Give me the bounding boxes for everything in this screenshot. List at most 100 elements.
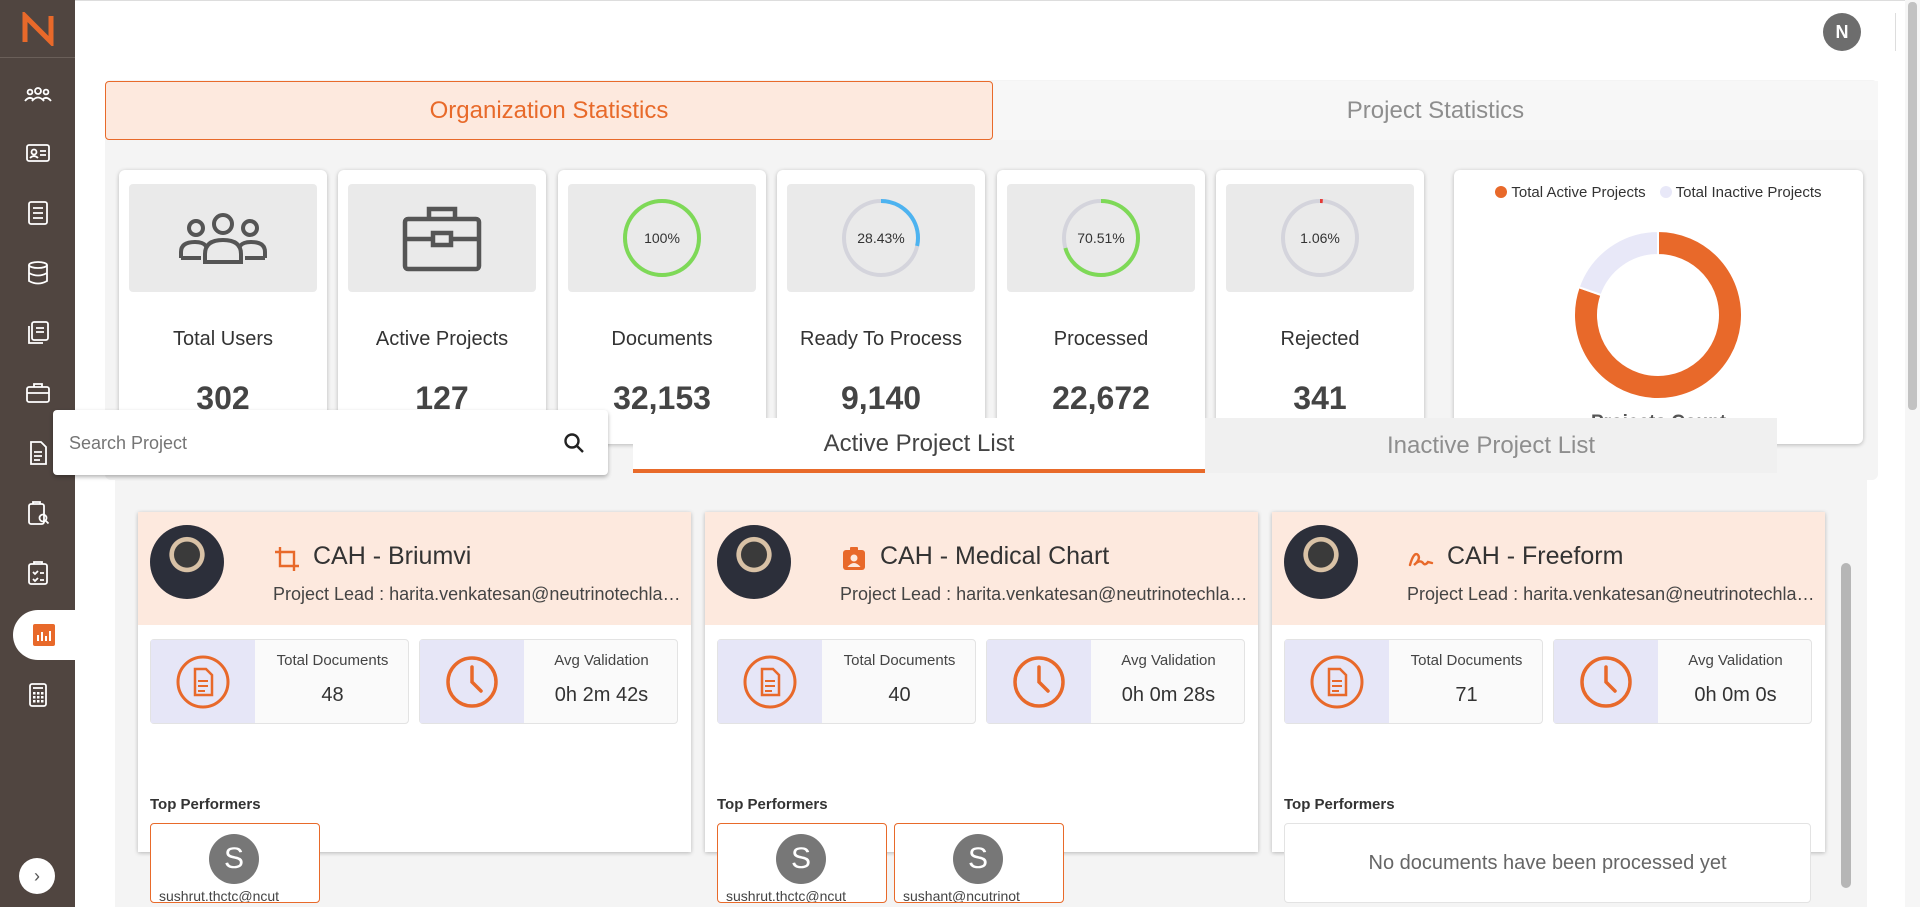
tile-icon-box xyxy=(1554,640,1658,723)
project-card[interactable]: CAH - Freeform Project Lead : harita.ven… xyxy=(1272,512,1825,903)
briefcase-icon xyxy=(25,383,50,403)
tile-value: 0h 2m 42s xyxy=(554,684,649,706)
performer-avatar: S xyxy=(209,834,259,884)
stat-card-active-projects: Active Projects 127 xyxy=(338,170,546,444)
legend-dot xyxy=(1495,186,1508,198)
clipboard-search-icon xyxy=(27,501,49,525)
tile-icon-box xyxy=(718,640,822,723)
clock-icon xyxy=(446,655,498,708)
ring-progress xyxy=(1062,199,1140,277)
performer-card[interactable]: S sushrut.thctc@ncut xyxy=(150,823,320,903)
clock-icon xyxy=(1013,655,1065,708)
project-card[interactable]: CAH - Medical Chart Project Lead : harit… xyxy=(705,512,1258,903)
tile-value: 40 xyxy=(888,684,911,706)
users-icon xyxy=(179,213,267,264)
rejected-ring-gauge: 1.06% xyxy=(1281,199,1359,277)
tile-value: 0h 0m 28s xyxy=(1121,684,1216,706)
sidebar-item-projects[interactable] xyxy=(0,368,75,418)
user-avatar[interactable]: N xyxy=(1823,13,1861,51)
search-icon[interactable] xyxy=(561,430,587,456)
clipboard-check-icon xyxy=(27,561,48,585)
document-icon xyxy=(1310,655,1364,708)
chevron-right-icon: › xyxy=(34,865,40,886)
stat-card-ready-to-process: 28.43% Ready To Process 9,140 xyxy=(777,170,985,444)
sidebar-item-statistics[interactable] xyxy=(13,610,75,660)
project-card-header: CAH - Freeform Project Lead : harita.ven… xyxy=(1272,512,1825,625)
team-icon xyxy=(23,87,52,102)
bar-chart-icon xyxy=(33,624,55,646)
tile-label: Avg Validation xyxy=(1121,652,1216,669)
stat-label: Ready To Process xyxy=(800,328,962,350)
tile-label: Total Documents xyxy=(1410,652,1523,669)
avg-validation-tile: Avg Validation 0h 0m 28s xyxy=(986,639,1245,724)
sidebar-item-file[interactable] xyxy=(0,428,75,478)
project-list-scrollbar[interactable] xyxy=(1841,563,1851,888)
projects-count-chart: Total Active Projects Total Inactive Pro… xyxy=(1454,170,1863,444)
stat-value: 341 xyxy=(1293,380,1347,416)
stat-label: Processed xyxy=(1053,328,1149,350)
total-documents-tile: Total Documents 71 xyxy=(1284,639,1543,724)
sidebar-item-users[interactable] xyxy=(0,70,75,120)
performer-email: sushrut.thctc@ncut xyxy=(159,888,280,903)
legend-dot xyxy=(1659,186,1672,198)
sidebar-item-review[interactable] xyxy=(0,488,75,538)
legend-item-inactive[interactable]: Total Inactive Projects xyxy=(1659,184,1822,201)
performer-card[interactable]: S sushant@ncutrinot xyxy=(894,823,1064,903)
stat-label: Documents xyxy=(611,328,713,350)
tile-value: 0h 0m 0s xyxy=(1694,684,1777,706)
performer-email: sushrut.thctc@ncut xyxy=(726,888,847,903)
donut-slice-active[interactable] xyxy=(1573,229,1743,400)
sidebar-item-list[interactable] xyxy=(0,188,75,238)
crop-icon xyxy=(275,547,299,571)
project-card[interactable]: CAH - Briumvi Project Lead : harita.venk… xyxy=(138,512,691,903)
sidebar-item-tasks[interactable] xyxy=(0,548,75,598)
tab-inactive-project-list[interactable]: Inactive Project List xyxy=(1205,418,1777,473)
performer-card[interactable]: S sushrut.thctc@ncut xyxy=(717,823,887,903)
stat-value: 32,153 xyxy=(613,380,711,416)
tab-active-project-list[interactable]: Active Project List xyxy=(633,418,1205,473)
page-scrollbar[interactable] xyxy=(1905,0,1920,907)
legend-label: Total Active Projects xyxy=(1511,184,1646,201)
project-lead-photo xyxy=(150,525,224,599)
total-documents-tile: Total Documents 48 xyxy=(150,639,409,724)
sidebar-item-documents[interactable] xyxy=(0,308,75,358)
document-icon xyxy=(743,655,797,708)
total-documents-tile: Total Documents 40 xyxy=(717,639,976,724)
project-name: CAH - Freeform xyxy=(1447,542,1624,570)
stat-icon-box: 70.51% xyxy=(1007,184,1195,292)
sidebar-item-calculator[interactable] xyxy=(0,670,75,720)
stat-card-documents: 100% Documents 32,153 xyxy=(558,170,766,444)
project-lead: Project Lead : harita.venkatesan@neutrin… xyxy=(840,584,1255,604)
stat-value: 22,672 xyxy=(1052,380,1150,416)
project-name: CAH - Briumvi xyxy=(313,542,472,570)
page-scrollbar-thumb[interactable] xyxy=(1908,2,1917,410)
topbar-divider xyxy=(1895,13,1896,51)
donut-slice-inactive[interactable] xyxy=(1577,229,1659,297)
legend-label: Total Inactive Projects xyxy=(1675,184,1822,201)
search-input[interactable] xyxy=(69,430,529,456)
tile-icon-box xyxy=(1285,640,1389,723)
database-icon xyxy=(27,261,48,285)
topbar: N xyxy=(75,0,1905,60)
stat-card-total-users: Total Users 302 xyxy=(119,170,327,444)
tab-project-statistics[interactable]: Project Statistics xyxy=(993,81,1878,140)
legend-item-active[interactable]: Total Active Projects xyxy=(1495,184,1646,201)
ring-percent: 1.06% xyxy=(1300,230,1340,246)
stat-icon-box xyxy=(129,184,317,292)
project-lead: Project Lead : harita.venkatesan@neutrin… xyxy=(273,584,688,604)
chart-legend: Total Active Projects Total Inactive Pro… xyxy=(1454,184,1863,201)
sidebar-expand-button[interactable]: › xyxy=(19,858,55,894)
ring-percent: 100% xyxy=(644,230,680,246)
tile-label: Total Documents xyxy=(276,652,389,669)
project-lead: Project Lead : harita.venkatesan@neutrin… xyxy=(1407,584,1822,604)
donut-chart xyxy=(1573,229,1743,400)
tab-organization-statistics[interactable]: Organization Statistics xyxy=(105,81,993,140)
search-box xyxy=(53,410,608,475)
top-performers-label: Top Performers xyxy=(717,796,828,813)
project-lead-photo xyxy=(717,525,791,599)
sidebar-item-database[interactable] xyxy=(0,248,75,298)
sidebar-item-profiles[interactable] xyxy=(0,128,75,178)
medical-badge-icon xyxy=(843,547,865,570)
performer-email: sushant@ncutrinot xyxy=(903,888,1020,903)
app-logo[interactable] xyxy=(0,0,75,58)
